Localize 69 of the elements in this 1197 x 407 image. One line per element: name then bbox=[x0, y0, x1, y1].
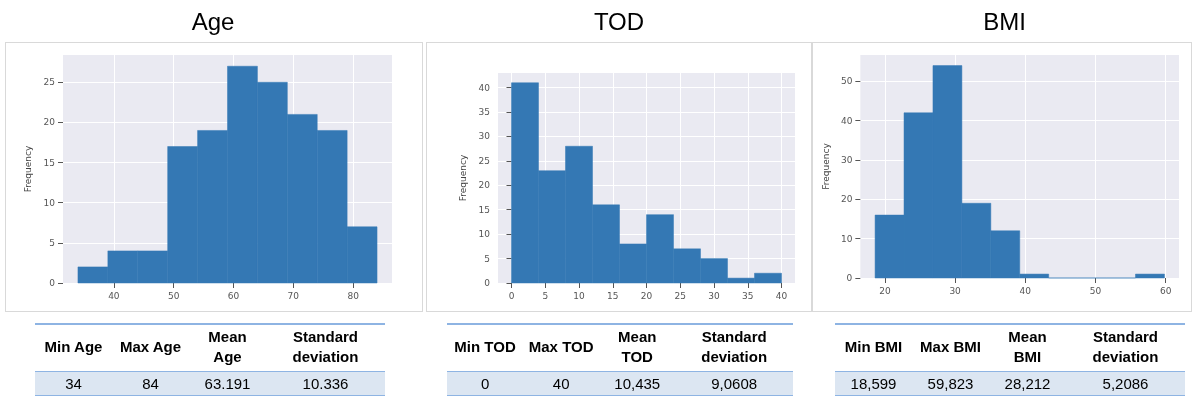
text: Min TOD bbox=[447, 324, 524, 372]
x-tick-label: 30 bbox=[708, 290, 720, 301]
y-tick-label: 0 bbox=[49, 278, 56, 288]
x-tick-label: 15 bbox=[607, 290, 619, 301]
y-tick-label: 20 bbox=[43, 117, 56, 128]
chart-title: TOD bbox=[592, 8, 646, 36]
y-tick-label: 25 bbox=[478, 155, 490, 166]
x-tick-label: 0 bbox=[508, 290, 515, 301]
x-tick-label: 30 bbox=[949, 285, 962, 296]
text: 63.191 bbox=[189, 371, 266, 396]
text: Min BMI bbox=[835, 324, 912, 372]
text: Max Age bbox=[112, 324, 189, 372]
y-tick-label: 40 bbox=[840, 115, 853, 126]
text: 5,2086 bbox=[1066, 371, 1185, 396]
y-axis-title: Frequency bbox=[23, 145, 34, 193]
x-tick-label: 60 bbox=[1159, 285, 1172, 296]
text: Max TOD bbox=[523, 324, 600, 372]
x-tick-label: 80 bbox=[347, 290, 360, 301]
text: 84 bbox=[112, 371, 189, 396]
y-tick-label: 30 bbox=[478, 131, 491, 142]
y-tick-label: 5 bbox=[484, 253, 490, 264]
text: 40 bbox=[523, 371, 600, 396]
text: 59,823 bbox=[912, 371, 989, 396]
y-tick-label: 35 bbox=[478, 107, 490, 118]
y-tick-label: 20 bbox=[840, 194, 853, 205]
chart-title: Age bbox=[190, 8, 236, 36]
y-axis-title: Frequency bbox=[820, 142, 831, 190]
text: Mean BMI bbox=[989, 324, 1066, 372]
x-tick-label: 20 bbox=[640, 290, 653, 301]
y-axis-title: Frequency bbox=[458, 154, 469, 202]
text: Max BMI bbox=[912, 324, 989, 372]
y-tick-label: 50 bbox=[840, 76, 853, 87]
text: Standard deviation bbox=[266, 324, 385, 372]
x-tick-label: 5 bbox=[542, 290, 549, 301]
text: 10,435 bbox=[599, 371, 676, 396]
x-tick-label: 40 bbox=[1019, 285, 1032, 296]
text: 18,599 bbox=[835, 371, 912, 396]
text: Mean TOD bbox=[599, 324, 676, 372]
text: Min Age bbox=[35, 324, 112, 372]
y-tick-label: 10 bbox=[478, 229, 491, 240]
y-tick-label: 25 bbox=[43, 77, 55, 88]
x-tick-label: 70 bbox=[287, 290, 300, 301]
x-tick-label: 35 bbox=[742, 290, 754, 301]
x-tick-label: 40 bbox=[108, 290, 120, 301]
x-tick-label: 50 bbox=[1089, 285, 1102, 296]
text: Standard deviation bbox=[675, 324, 793, 372]
text: 10.336 bbox=[266, 371, 385, 396]
y-tick-label: 30 bbox=[840, 155, 853, 166]
text: 28,212 bbox=[989, 371, 1066, 396]
x-tick-label: 25 bbox=[674, 290, 686, 301]
text: Standard deviation bbox=[1066, 324, 1185, 372]
y-tick-label: 10 bbox=[840, 233, 853, 244]
text: Mean Age bbox=[189, 324, 266, 372]
x-tick-label: 60 bbox=[227, 290, 240, 301]
x-tick-label: 10 bbox=[573, 290, 585, 301]
y-tick-label: 0 bbox=[484, 278, 491, 288]
text: 9,0608 bbox=[675, 371, 793, 396]
y-tick-label: 20 bbox=[478, 180, 491, 191]
y-tick-label: 10 bbox=[43, 197, 56, 208]
x-tick-label: 40 bbox=[775, 290, 788, 301]
y-tick-label: 5 bbox=[49, 237, 55, 248]
text: 34 bbox=[35, 371, 112, 396]
x-tick-label: 50 bbox=[167, 290, 180, 301]
y-tick-label: 15 bbox=[43, 157, 55, 168]
y-tick-label: 0 bbox=[846, 273, 853, 283]
chart-title: BMI bbox=[982, 8, 1027, 36]
y-tick-label: 15 bbox=[478, 204, 490, 215]
y-tick-label: 40 bbox=[478, 82, 491, 93]
x-tick-label: 20 bbox=[879, 285, 891, 296]
